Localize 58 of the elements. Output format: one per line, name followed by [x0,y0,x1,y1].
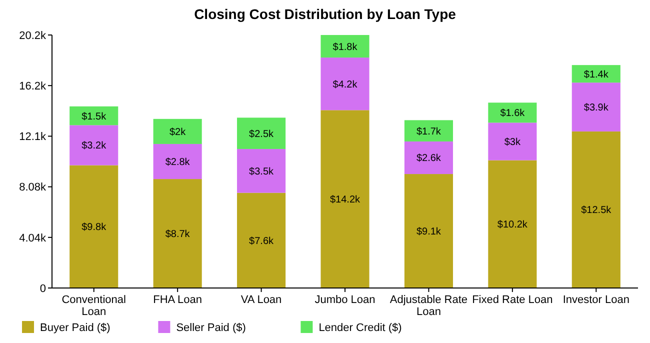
data-label: $2k [170,126,187,138]
data-label: $8.7k [165,229,191,240]
bar [320,110,370,288]
data-label: $1.4k [584,69,610,80]
data-label: $2.5k [249,128,275,140]
data-label: $1.7k [416,126,442,138]
bar [153,179,202,288]
chart-title: Closing Cost Distribution by Loan Type [194,6,456,22]
data-label: $2.8k [165,157,191,168]
y-tick-label: 4.04k [19,232,46,244]
bar [153,118,202,144]
y-tick-label: 12.1k [19,131,46,144]
bar [572,131,620,288]
bar [488,102,537,123]
data-label: $1.8k [332,42,358,53]
bar [153,144,202,180]
bar [404,174,453,288]
data-label: $9.1k [416,226,442,238]
data-label: $4.2k [332,79,358,90]
x-tick-label: VA Loan [240,294,282,306]
x-tick-label: Investor Loan [562,294,630,306]
data-label: $12.5k [581,205,612,216]
bar [70,125,118,166]
bar [404,141,453,174]
y-tick-label: 20.2k [19,30,46,42]
x-tick-label: FHA Loan [153,294,202,306]
x-tick-label: Fixed Rate Loan [472,294,553,306]
data-label: $3.5k [249,166,275,178]
data-label: $2.6k [416,153,442,164]
data-label: $9.8k [82,222,108,234]
bar [237,118,286,149]
y-tick-label: 0 [40,282,46,295]
bar [320,58,370,110]
y-tick-label: 8.08k [19,182,46,194]
data-label: $3k [504,136,522,148]
bar [70,165,118,288]
data-label: $1.5k [82,111,108,122]
bar [488,122,537,160]
bar [237,148,286,193]
x-tick-label: Adjustable Rate Loan [390,294,468,318]
bar [404,120,453,142]
x-tick-label: Jumbo Loan [314,294,376,306]
data-label: $14.2k [330,194,362,206]
data-label: $3.9k [584,102,610,114]
bar [572,82,620,132]
data-label: $1.6k [500,108,526,120]
data-label: $10.2k [497,220,528,231]
bar [237,192,286,288]
bar [320,35,370,58]
legend-label: Buyer Paid ($) [40,322,110,334]
bar [488,160,537,288]
legend-label: Lender Credit ($) [318,322,402,334]
data-label: $3.2k [82,140,108,152]
data-label: $7.6k [249,236,275,247]
x-tick-label: Conventional Loan [62,294,126,318]
y-tick-label: 16.2k [19,80,46,92]
legend-label: Seller Paid ($) [176,322,246,334]
bar [572,65,620,83]
